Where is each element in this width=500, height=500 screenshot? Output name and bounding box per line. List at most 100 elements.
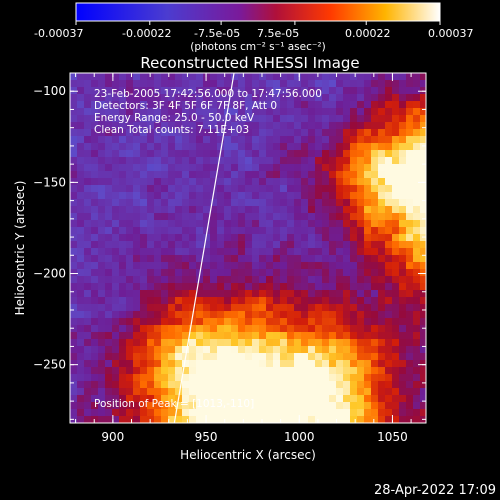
heatmap-cell: [294, 346, 302, 354]
heatmap-cell: [154, 276, 162, 284]
heatmap-cell: [287, 290, 295, 298]
heatmap-cell: [133, 164, 141, 172]
heatmap-cell: [364, 409, 372, 417]
heatmap-cell: [336, 395, 344, 403]
heatmap-cell: [420, 255, 426, 263]
heatmap-cell: [91, 171, 99, 179]
heatmap-cell: [147, 185, 155, 193]
heatmap-cell: [140, 94, 148, 102]
heatmap-cell: [126, 157, 134, 165]
heatmap-cell: [189, 108, 197, 116]
heatmap-cell: [126, 388, 134, 396]
heatmap-cell: [357, 164, 365, 172]
heatmap-cell: [196, 402, 204, 410]
heatmap-cell: [126, 353, 134, 361]
heatmap-cell: [182, 94, 190, 102]
heatmap-cell: [161, 297, 169, 305]
heatmap-cell: [217, 360, 225, 368]
heatmap-cell: [133, 122, 141, 130]
heatmap-cell: [252, 290, 260, 298]
heatmap-cell: [224, 262, 232, 270]
heatmap-cell: [343, 276, 351, 284]
heatmap-cell: [77, 297, 85, 305]
heatmap-cell: [378, 157, 386, 165]
info-line-energy: Energy Range: 25.0 - 50.0 keV: [94, 112, 255, 124]
heatmap-cell: [259, 122, 267, 130]
heatmap-cell: [203, 262, 211, 270]
heatmap-cell: [217, 171, 225, 179]
heatmap-cell: [357, 381, 365, 389]
heatmap-cell: [357, 367, 365, 375]
heatmap-cell: [315, 143, 323, 151]
heatmap-cell: [308, 353, 316, 361]
heatmap-cell: [420, 129, 426, 137]
heatmap-cell: [175, 318, 183, 326]
heatmap-cell: [217, 241, 225, 249]
heatmap-cell: [203, 94, 211, 102]
heatmap-cell: [182, 290, 190, 298]
heatmap-cell: [210, 248, 218, 256]
heatmap-cell: [70, 94, 78, 102]
heatmap-cell: [203, 374, 211, 382]
heatmap-cell: [119, 101, 127, 109]
heatmap-cell: [217, 402, 225, 410]
heatmap-cell: [105, 367, 113, 375]
heatmap-cell: [406, 339, 414, 347]
heatmap-cell: [203, 416, 211, 423]
heatmap-cell: [385, 115, 393, 123]
heatmap-cell: [140, 318, 148, 326]
heatmap-cell: [280, 171, 288, 179]
heatmap-cell: [315, 101, 323, 109]
heatmap-cell: [406, 234, 414, 242]
heatmap-cell: [84, 80, 92, 88]
heatmap-cell: [238, 122, 246, 130]
heatmap-cell: [175, 115, 183, 123]
heatmap-cell: [301, 73, 309, 81]
heatmap-cell: [238, 108, 246, 116]
heatmap-cell: [378, 346, 386, 354]
heatmap-cell: [119, 304, 127, 312]
heatmap-cell: [224, 346, 232, 354]
heatmap-cell: [168, 206, 176, 214]
heatmap-cell: [266, 416, 274, 423]
heatmap-cell: [364, 325, 372, 333]
heatmap-cell: [357, 255, 365, 263]
heatmap-cell: [105, 318, 113, 326]
heatmap-cell: [231, 234, 239, 242]
heatmap-cell: [413, 94, 421, 102]
heatmap-cell: [385, 213, 393, 221]
heatmap-cell: [175, 199, 183, 207]
heatmap-cell: [77, 157, 85, 165]
heatmap-cell: [175, 157, 183, 165]
heatmap-cell: [161, 367, 169, 375]
heatmap-cell: [77, 360, 85, 368]
heatmap-cell: [308, 122, 316, 130]
heatmap-cell: [287, 101, 295, 109]
heatmap-cell: [154, 262, 162, 270]
heatmap-cell: [140, 402, 148, 410]
heatmap-cell: [133, 248, 141, 256]
heatmap-cell: [357, 101, 365, 109]
heatmap-cell: [161, 80, 169, 88]
heatmap-cell: [399, 185, 407, 193]
heatmap-cell: [364, 171, 372, 179]
heatmap-cell: [112, 185, 120, 193]
heatmap-cell: [196, 192, 204, 200]
heatmap-cell: [322, 269, 330, 277]
heatmap-cell: [385, 136, 393, 144]
heatmap-cell: [189, 73, 197, 81]
heatmap-cell: [154, 339, 162, 347]
heatmap-cell: [385, 353, 393, 361]
heatmap-cell: [273, 255, 281, 263]
heatmap-cell: [336, 157, 344, 165]
heatmap-cell: [119, 395, 127, 403]
heatmap-cell: [126, 150, 134, 158]
heatmap-cell: [273, 318, 281, 326]
heatmap-cell: [343, 220, 351, 228]
heatmap-cell: [385, 402, 393, 410]
heatmap-cell: [420, 192, 426, 200]
heatmap-cell: [336, 402, 344, 410]
heatmap-cell: [259, 94, 267, 102]
heatmap-cell: [392, 297, 400, 305]
heatmap-cell: [315, 332, 323, 340]
